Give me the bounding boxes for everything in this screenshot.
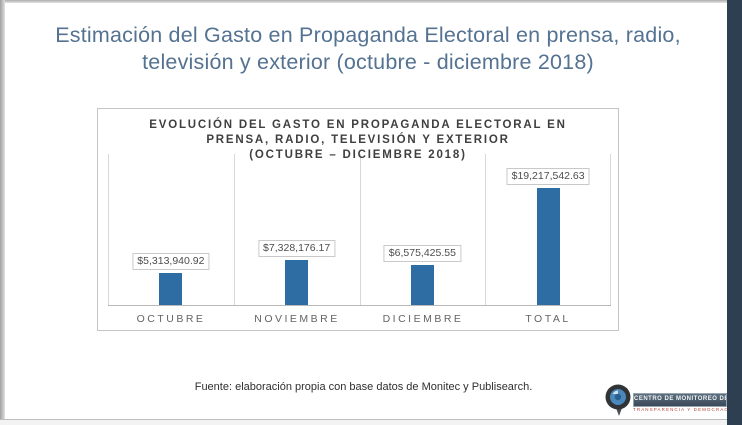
slide-top-edge (0, 0, 742, 3)
chart-title-line1: EVOLUCIÓN DEL GASTO EN PROPAGANDA ELECTO… (149, 119, 567, 131)
logo-text-sub: TRANSPARENCIA Y DEMOCRACIA (633, 407, 727, 412)
slide-title-line1: Estimación del Gasto en Propaganda Elect… (55, 23, 681, 47)
slide-bottom-edge (0, 419, 742, 425)
bar-total (537, 188, 560, 305)
category-label-octubre: OCTUBRE (136, 313, 206, 325)
source-note: Fuente: elaboración propia con base dato… (194, 381, 533, 393)
bar-octubre (159, 273, 182, 305)
chart: EVOLUCIÓN DEL GASTO EN PROPAGANDA ELECTO… (97, 108, 619, 331)
category-label-total: TOTAL (525, 313, 571, 325)
x-axis-line (108, 305, 611, 306)
bar-noviembre (285, 260, 308, 305)
value-label-diciembre: $6,575,425.55 (383, 245, 461, 262)
logo-text-main: CENTRO DE MONITOREO DE (633, 393, 727, 407)
gridline (360, 154, 361, 306)
gridline (610, 154, 611, 306)
slide-title-line2: televisión y exterior (octubre - diciemb… (142, 50, 594, 74)
logo-centro-de-monitoreo: CENTRO DE MONITOREO DE TRANSPARENCIA Y D… (604, 383, 727, 416)
chart-title-line3: (OCTUBRE – DICIEMBRE 2018) (249, 149, 467, 161)
value-label-octubre: $5,313,940.92 (132, 253, 210, 270)
category-label-diciembre: DICIEMBRE (382, 313, 464, 325)
slide-left-edge (0, 0, 5, 425)
magnifier-icon (604, 383, 634, 422)
plot-area: $5,313,940.92 OCTUBRE $7,328,176.17 NOVIEMB… (108, 154, 611, 325)
right-accent-bar (727, 0, 742, 425)
bar-diciembre (411, 265, 434, 305)
gridline (108, 154, 109, 306)
value-label-noviembre: $7,328,176.17 (258, 240, 336, 257)
chart-title: EVOLUCIÓN DEL GASTO EN PROPAGANDA ELECTO… (106, 118, 610, 163)
gridline (234, 154, 235, 306)
chart-title-line2: PRENSA, RADIO, TELEVISIÓN Y EXTERIOR (206, 134, 510, 146)
slide-title: Estimación del Gasto en Propaganda Elect… (18, 22, 718, 76)
category-label-noviembre: NOVIEMBRE (254, 313, 340, 325)
value-label-total: $19,217,542.63 (506, 168, 590, 185)
gridline (485, 154, 486, 306)
